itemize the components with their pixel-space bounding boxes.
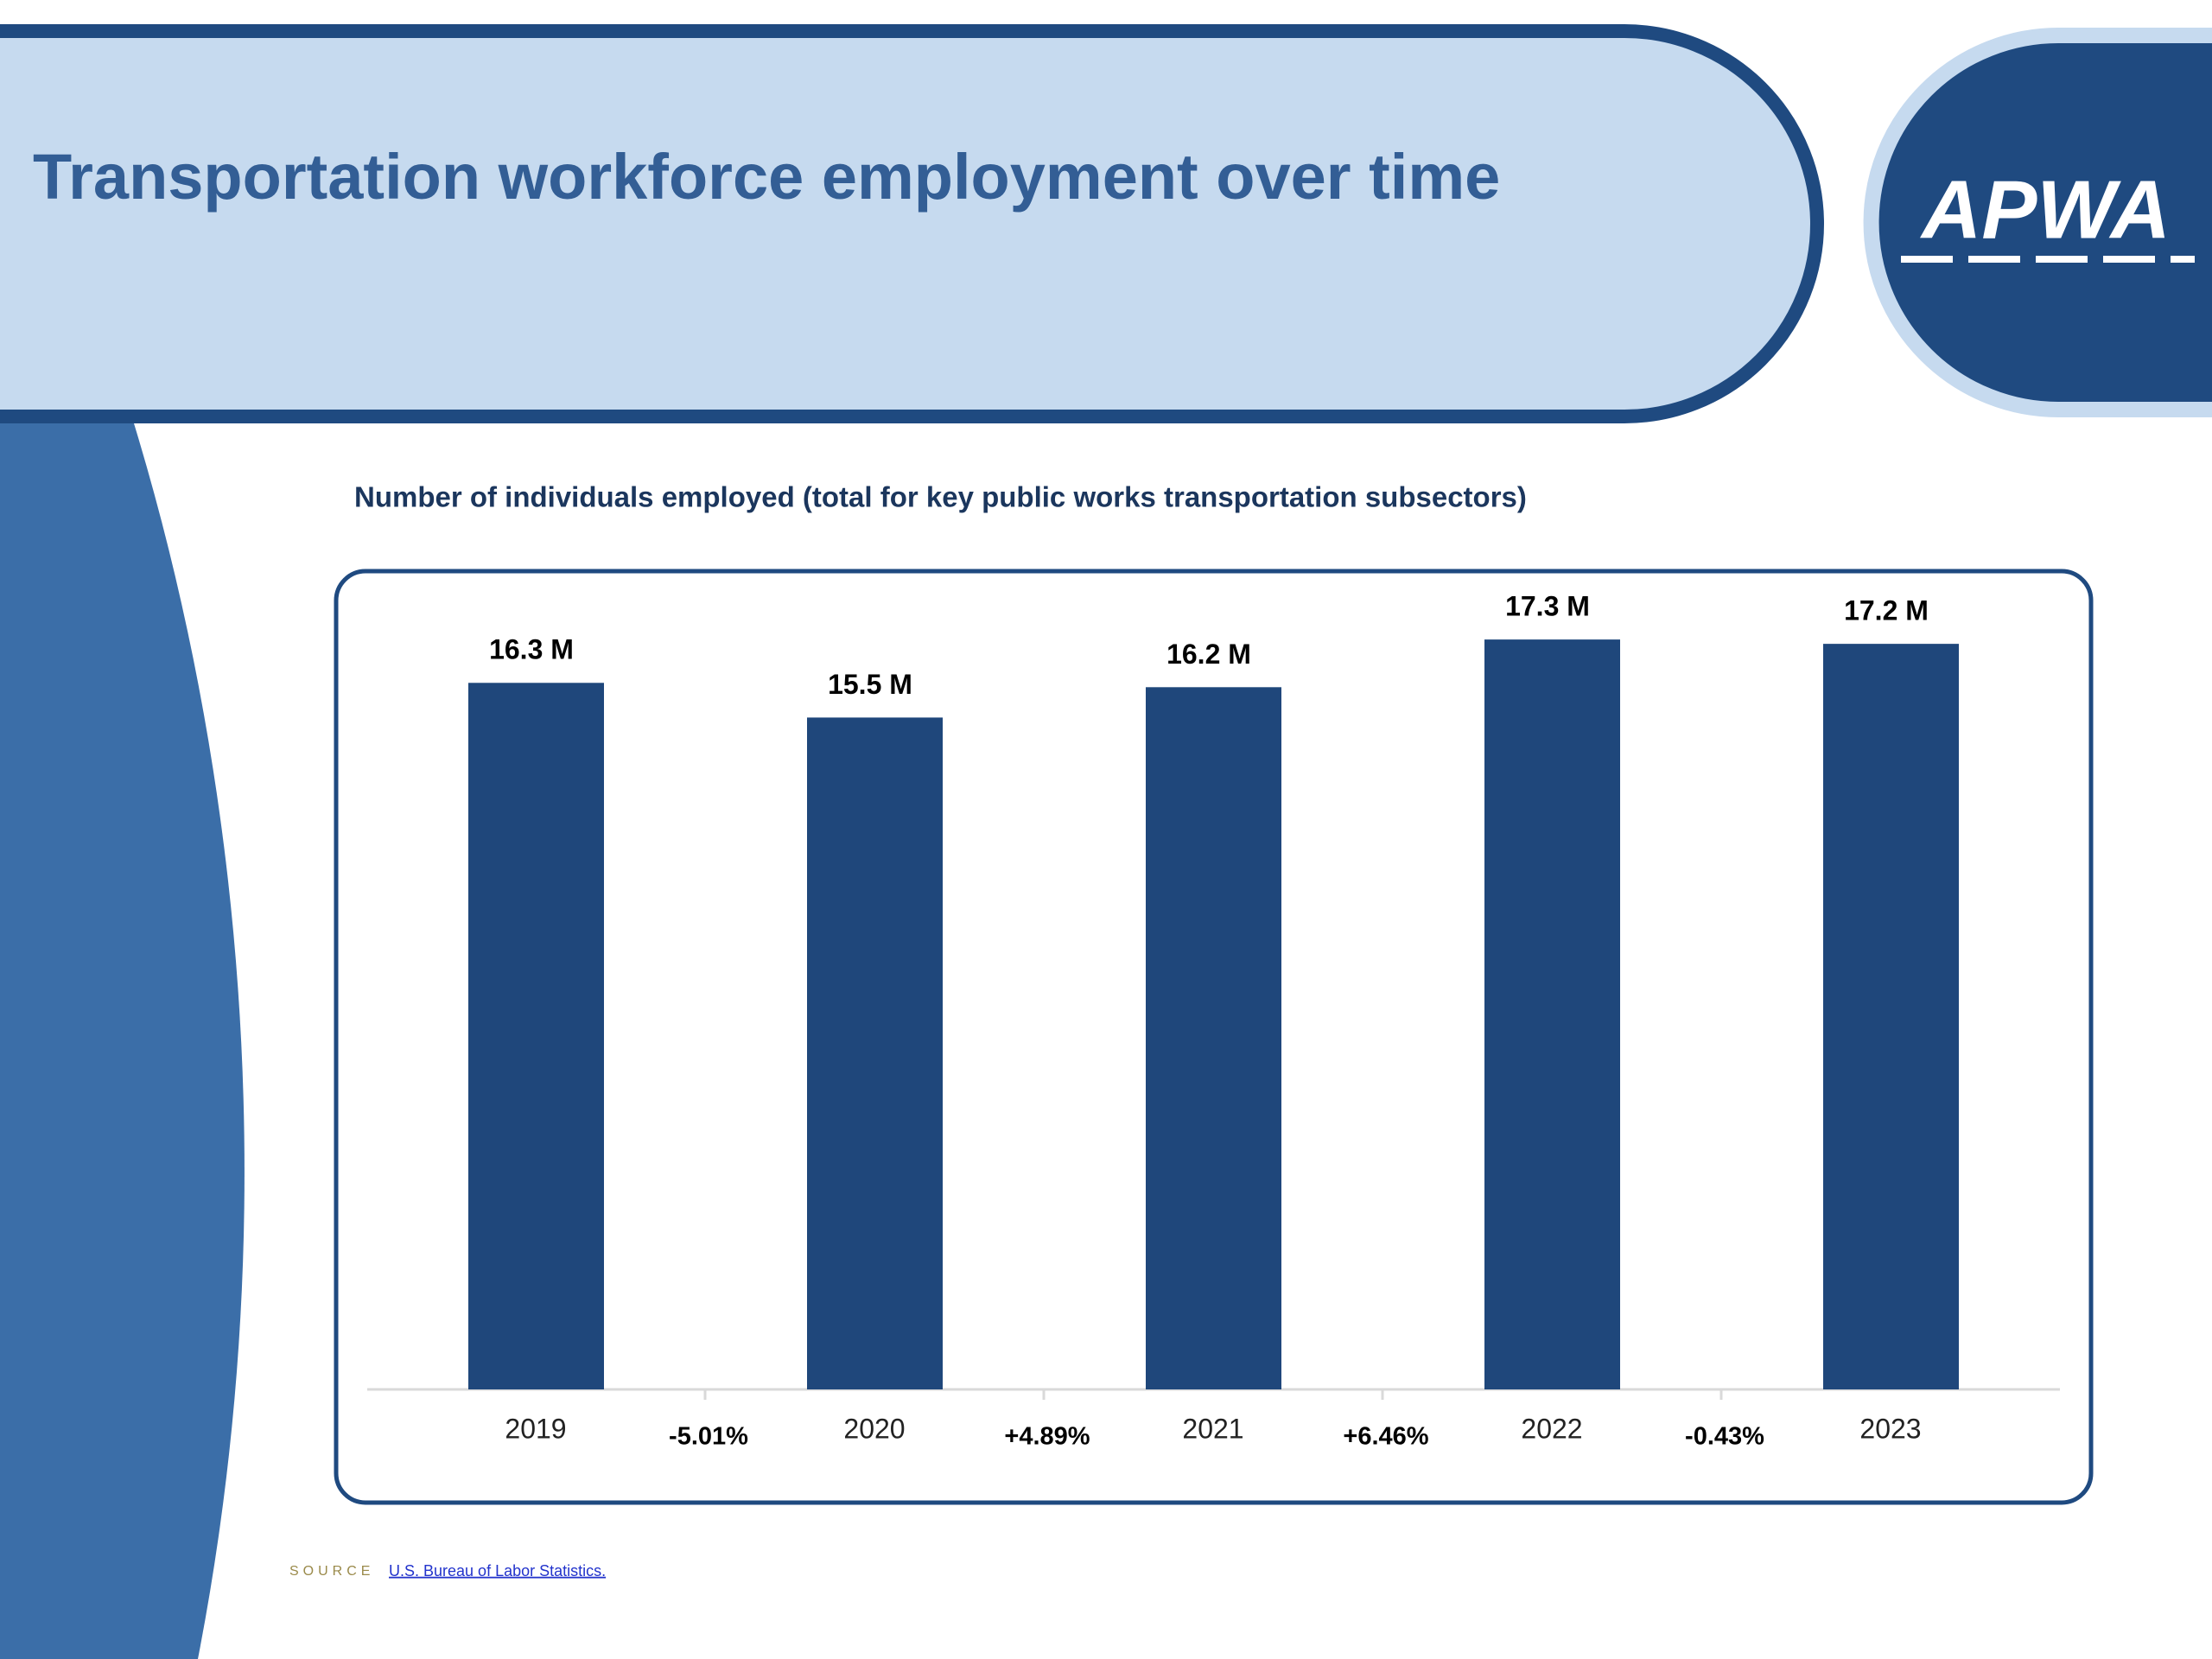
bar xyxy=(1146,687,1281,1389)
source-label: SOURCE xyxy=(289,1564,374,1579)
logo-badge xyxy=(1863,28,2212,417)
x-tick-label: 2023 xyxy=(1859,1413,1921,1444)
side-curve xyxy=(0,423,245,1659)
bar xyxy=(807,717,943,1389)
bar xyxy=(468,683,604,1389)
value-label: 17.3 M xyxy=(1505,591,1590,622)
bar xyxy=(1823,644,1959,1389)
value-label: 17.2 M xyxy=(1844,595,1929,626)
bar xyxy=(1484,639,1620,1389)
title-banner xyxy=(0,24,1824,423)
x-tick-label: 2022 xyxy=(1521,1413,1582,1444)
change-label: -0.43% xyxy=(1685,1423,1764,1451)
value-label: 15.5 M xyxy=(828,669,912,700)
x-tick-label: 2019 xyxy=(505,1413,566,1444)
change-label: -5.01% xyxy=(669,1423,748,1451)
chart-subtitle: Number of individuals employed (total fo… xyxy=(354,481,1527,513)
x-tick-label: 2020 xyxy=(843,1413,905,1444)
change-label: +6.46% xyxy=(1343,1423,1428,1451)
logo: APWA xyxy=(1920,163,2171,256)
value-label: 16.2 M xyxy=(1166,639,1251,670)
slide-title: Transportation workforce employment over… xyxy=(33,141,1501,213)
change-label: +4.89% xyxy=(1004,1423,1090,1451)
value-label: 16.3 M xyxy=(489,634,574,665)
source-link[interactable]: U.S. Bureau of Labor Statistics. xyxy=(389,1562,606,1580)
x-tick-label: 2021 xyxy=(1182,1413,1243,1444)
